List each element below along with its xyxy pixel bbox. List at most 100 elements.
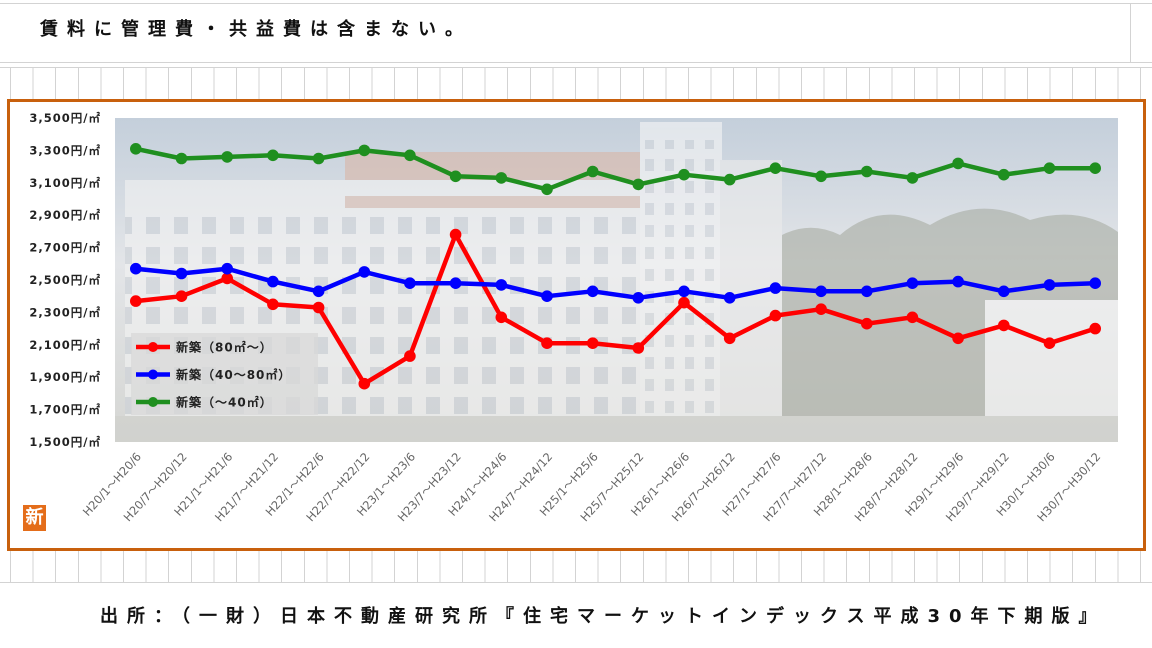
data-point <box>678 296 690 309</box>
data-point <box>221 272 233 285</box>
series-line <box>133 146 1098 192</box>
data-point <box>769 282 782 294</box>
y-tick-label: 2,900円/㎡ <box>29 208 101 222</box>
y-tick-label: 3,300円/㎡ <box>29 143 101 157</box>
legend-label: 新築（80㎡～） <box>176 340 273 355</box>
data-point <box>769 162 782 174</box>
data-point <box>221 151 233 163</box>
data-point <box>723 173 736 186</box>
data-point <box>586 165 599 178</box>
data-point <box>541 337 553 350</box>
y-tick-label: 3,100円/㎡ <box>29 176 101 190</box>
data-point <box>952 157 964 170</box>
background-ground <box>115 416 1118 442</box>
data-point <box>723 332 736 345</box>
y-tick-label: 2,100円/㎡ <box>29 338 101 352</box>
legend-swatch-marker <box>148 342 158 352</box>
data-point <box>404 277 416 290</box>
series-line <box>133 232 1098 386</box>
sheet-gridline <box>1130 3 1131 62</box>
legend-swatch-marker <box>148 369 158 380</box>
data-point <box>861 317 873 330</box>
data-point <box>632 292 645 304</box>
data-point <box>404 350 416 362</box>
data-point <box>541 183 553 196</box>
data-point <box>861 285 873 298</box>
data-point <box>404 149 416 162</box>
legend-item: 新築（～40㎡） <box>136 395 273 410</box>
series-line <box>133 266 1098 301</box>
series-2 <box>130 262 1101 304</box>
data-point <box>998 168 1010 181</box>
data-point <box>130 262 142 275</box>
data-point <box>312 152 325 165</box>
data-point <box>449 277 462 290</box>
data-point <box>1043 162 1056 174</box>
rent-note: 賃料に管理費・共益費は含まない。 <box>40 19 472 40</box>
source-citation: 出所：（一財）日本不動産研究所『住宅マーケットインデックス平成30年下期版』 <box>100 606 1106 627</box>
data-point <box>815 170 827 183</box>
data-point <box>769 309 782 322</box>
data-point <box>952 332 964 345</box>
data-point <box>1089 322 1101 335</box>
background-brick-band <box>345 196 665 208</box>
data-point <box>495 279 508 291</box>
data-point <box>998 285 1010 298</box>
data-point <box>130 143 142 155</box>
legend-item: 新築（40～80㎡） <box>136 367 291 382</box>
legend-item: 新築（80㎡～） <box>136 340 273 355</box>
data-point <box>586 337 599 350</box>
data-point <box>175 152 188 165</box>
legend-label: 新築（40～80㎡） <box>176 367 291 382</box>
sheet-gridline <box>0 582 1152 583</box>
data-point <box>1043 337 1056 350</box>
legend-swatch-marker <box>148 397 158 407</box>
data-point <box>906 277 919 290</box>
data-point <box>906 311 919 324</box>
sheet-cell-row <box>0 67 1152 99</box>
data-point <box>358 377 371 390</box>
data-point <box>678 168 690 181</box>
data-point <box>312 285 325 298</box>
data-point <box>632 342 645 354</box>
data-point <box>952 275 964 288</box>
y-tick-label: 2,300円/㎡ <box>29 305 101 319</box>
data-point <box>175 290 188 303</box>
data-point <box>723 292 736 304</box>
data-point <box>861 165 873 178</box>
data-point <box>358 266 371 278</box>
data-point <box>267 275 279 288</box>
data-point <box>267 298 279 311</box>
y-tick-label: 1,700円/㎡ <box>29 403 101 417</box>
data-point <box>358 144 371 157</box>
data-point <box>678 285 690 298</box>
data-point <box>815 303 827 316</box>
y-tick-label: 2,700円/㎡ <box>29 241 101 255</box>
data-point <box>815 285 827 298</box>
y-tick-label: 1,500円/㎡ <box>29 435 101 449</box>
legend: 新築（80㎡～） 新築（40～80㎡） 新築（～40㎡） <box>131 333 318 415</box>
legend-label: 新築（～40㎡） <box>176 395 273 410</box>
y-tick-label: 3,500円/㎡ <box>29 111 101 125</box>
data-point <box>1089 277 1101 290</box>
y-tick-label: 2,500円/㎡ <box>29 273 101 287</box>
data-point <box>586 285 599 298</box>
sheet-gridline <box>0 62 1152 63</box>
data-point <box>267 149 279 162</box>
series-3 <box>130 143 1101 196</box>
y-tick-label: 1,900円/㎡ <box>29 370 101 384</box>
data-point <box>906 172 919 184</box>
data-point <box>998 319 1010 332</box>
data-point <box>541 290 553 303</box>
data-point <box>1089 162 1101 174</box>
company-logo: 新 <box>23 505 46 531</box>
data-point <box>495 172 508 184</box>
sheet-cell-row <box>0 551 1152 582</box>
series-1 <box>130 228 1101 390</box>
data-point <box>1043 279 1056 291</box>
data-point <box>221 262 233 275</box>
data-point <box>495 311 508 324</box>
data-point <box>449 170 462 183</box>
data-point <box>130 295 142 307</box>
